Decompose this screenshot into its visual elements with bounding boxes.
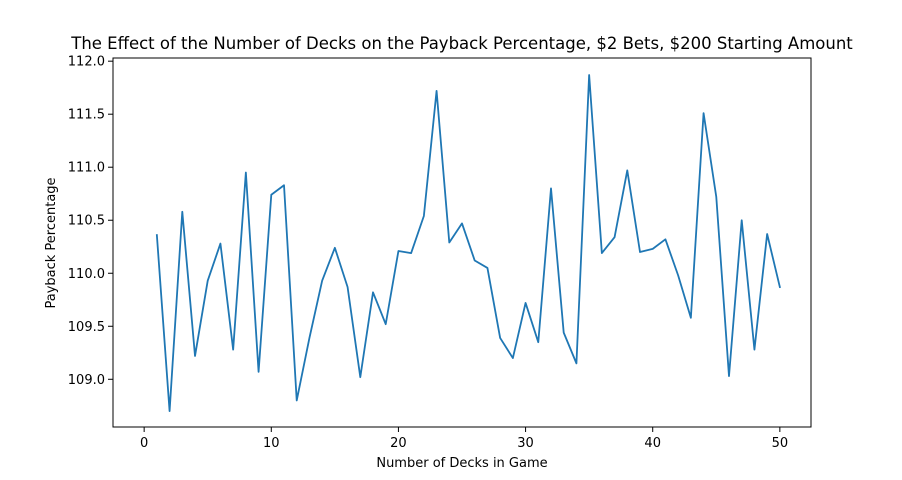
y-tick-label: 112.0 (68, 55, 105, 70)
x-tick-label: 20 (390, 436, 407, 451)
x-axis-label: Number of Decks in Game (376, 456, 547, 471)
x-tick-label: 30 (517, 436, 534, 451)
y-axis: 109.0 109.5 110.0 110.5 111.0 111.5 112.0 (68, 55, 113, 388)
y-tick-label: 109.5 (68, 320, 105, 335)
plot-frame (112, 57, 812, 428)
x-axis: 0 10 20 30 40 50 (140, 427, 788, 451)
x-tick-label: 40 (644, 436, 661, 451)
plot-area (155, 74, 781, 412)
y-tick-label: 111.5 (68, 108, 105, 123)
series-line (155, 74, 781, 412)
x-tick-label: 10 (263, 436, 280, 451)
chart-title: The Effect of the Number of Decks on the… (70, 34, 853, 53)
y-tick-label: 111.0 (68, 161, 105, 176)
y-tick-label: 109.0 (68, 373, 105, 388)
y-axis-label: Payback Percentage (44, 177, 59, 308)
y-tick-label: 110.5 (68, 214, 105, 229)
y-tick-label: 110.0 (68, 267, 105, 282)
x-tick-label: 0 (140, 436, 148, 451)
x-tick-label: 50 (772, 436, 789, 451)
